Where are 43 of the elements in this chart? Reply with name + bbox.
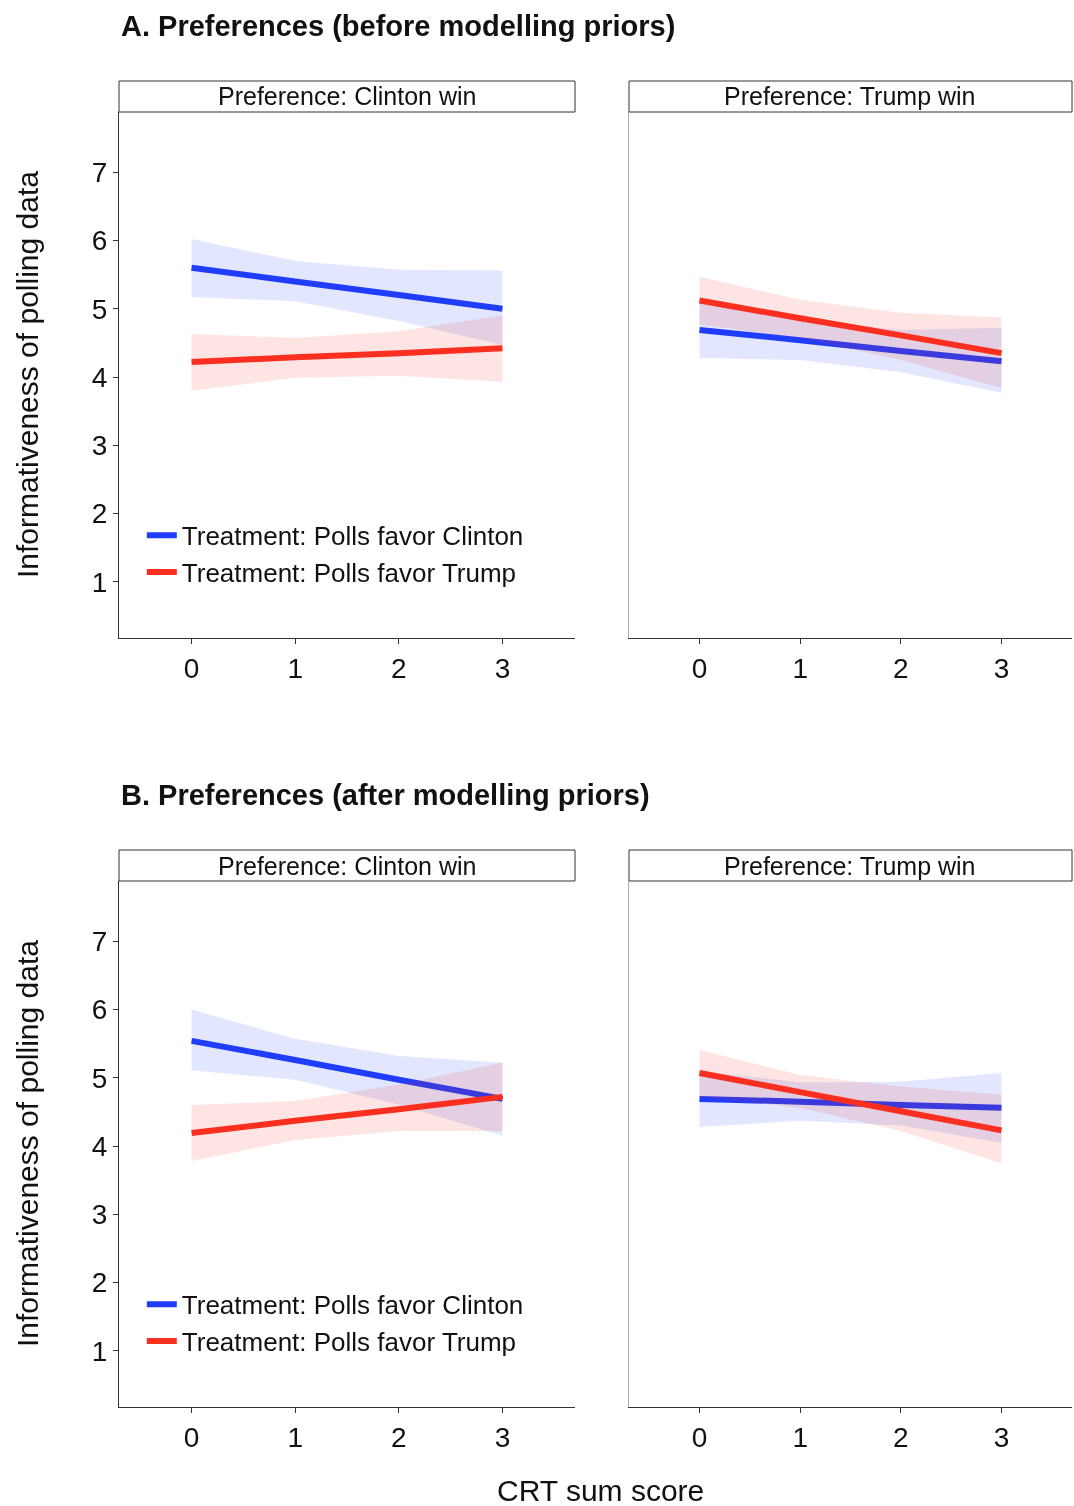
x-tick-label: 0 xyxy=(183,1421,200,1453)
y-tick-label: 7 xyxy=(91,925,108,957)
legend-label: Treatment: Polls favor Trump xyxy=(181,1327,517,1358)
y-tick-label: 4 xyxy=(91,361,108,393)
x-tick-label: 1 xyxy=(792,652,808,684)
x-tick-label: 0 xyxy=(691,652,708,684)
x-tick-label: 1 xyxy=(287,652,303,684)
chart-subtitle: B. Preferences (after modelling priors) xyxy=(121,779,650,811)
y-tick-label: 3 xyxy=(91,430,108,462)
x-tick-label: 0 xyxy=(183,652,200,684)
chart-subtitle: A. Preferences (before modelling priors) xyxy=(121,10,676,42)
x-tick-label: 3 xyxy=(494,652,511,684)
x-tick-label: 3 xyxy=(494,1421,511,1453)
y-tick-label: 4 xyxy=(91,1130,108,1162)
y-tick-label: 6 xyxy=(91,994,108,1026)
legend-label: Treatment: Polls favor Trump xyxy=(181,558,517,589)
x-tick-label: 2 xyxy=(893,1421,909,1453)
y-tick-label: 1 xyxy=(91,566,108,598)
x-tick-label: 0 xyxy=(691,1421,708,1453)
y-tick-label: 3 xyxy=(91,1199,108,1231)
y-tick-label: 7 xyxy=(91,156,108,188)
y-tick-label: 2 xyxy=(91,1267,108,1299)
x-axis-title: CRT sum score xyxy=(497,1474,705,1506)
x-tick-label: 3 xyxy=(993,1421,1010,1453)
y-tick-label: 2 xyxy=(91,498,108,530)
chart-title: Preference: Trump win xyxy=(724,82,976,110)
y-tick-label: 5 xyxy=(91,293,108,325)
chart-title: Preference: Trump win xyxy=(724,852,976,880)
y-tick-label: 5 xyxy=(91,1062,108,1094)
y-axis-title: Informativeness of polling data xyxy=(11,170,44,578)
legend-label: Treatment: Polls favor Clinton xyxy=(181,1290,524,1321)
chart-title: Preference: Clinton win xyxy=(218,852,477,880)
x-tick-label: 3 xyxy=(993,652,1010,684)
y-tick-label: 1 xyxy=(91,1335,108,1367)
legend-label: Treatment: Polls favor Clinton xyxy=(181,521,524,552)
x-tick-label: 1 xyxy=(287,1421,303,1453)
y-axis-title: Informativeness of polling data xyxy=(11,939,44,1347)
chart-title: Preference: Clinton win xyxy=(218,82,477,110)
y-tick-label: 6 xyxy=(91,225,108,257)
x-tick-label: 1 xyxy=(792,1421,808,1453)
x-tick-label: 2 xyxy=(391,652,407,684)
x-tick-label: 2 xyxy=(391,1421,407,1453)
x-tick-label: 2 xyxy=(893,652,909,684)
